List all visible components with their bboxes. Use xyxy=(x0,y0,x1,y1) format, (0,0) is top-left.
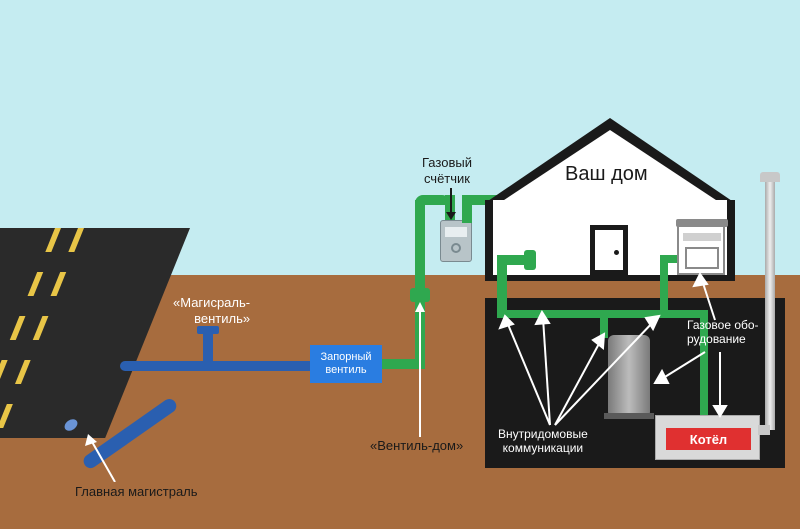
arrow-main-line xyxy=(85,432,125,482)
green-pipe-from-valve xyxy=(382,359,415,369)
main-valve-cap xyxy=(197,326,219,334)
house-door xyxy=(590,225,628,275)
green-to-stove-connect xyxy=(660,255,677,263)
internal-comms-label: Внутридомовые коммуникации xyxy=(498,427,588,456)
valve-house-label: «Вентиль-дом» xyxy=(370,438,463,454)
arrows-internal-comms xyxy=(495,300,675,430)
exhaust-pipe-h xyxy=(758,425,770,435)
arrow-to-meter xyxy=(445,188,457,220)
shutoff-valve-box: Запорный вентиль xyxy=(310,345,382,383)
gas-meter-label: Газовый счётчик xyxy=(422,155,472,186)
stove xyxy=(677,225,725,275)
arrow-valve-house xyxy=(413,302,427,437)
house-door-knob xyxy=(614,250,619,255)
shutoff-valve-label: Запорный вентиль xyxy=(310,351,382,376)
arrows-gas-equipment xyxy=(650,270,780,420)
green-inside-valve2 xyxy=(524,250,536,270)
gas-meter xyxy=(440,220,472,262)
main-line-label: Главная магистраль xyxy=(75,484,198,500)
valve-house-body xyxy=(410,288,430,302)
main-valve-label: «Магисраль- вентиль» xyxy=(173,295,250,326)
boiler-label: Котёл xyxy=(690,432,727,447)
house-title: Ваш дом xyxy=(565,162,648,186)
main-pipe-horizontal xyxy=(120,361,315,371)
main-valve-tee xyxy=(203,332,213,365)
exhaust-cap xyxy=(760,172,780,182)
